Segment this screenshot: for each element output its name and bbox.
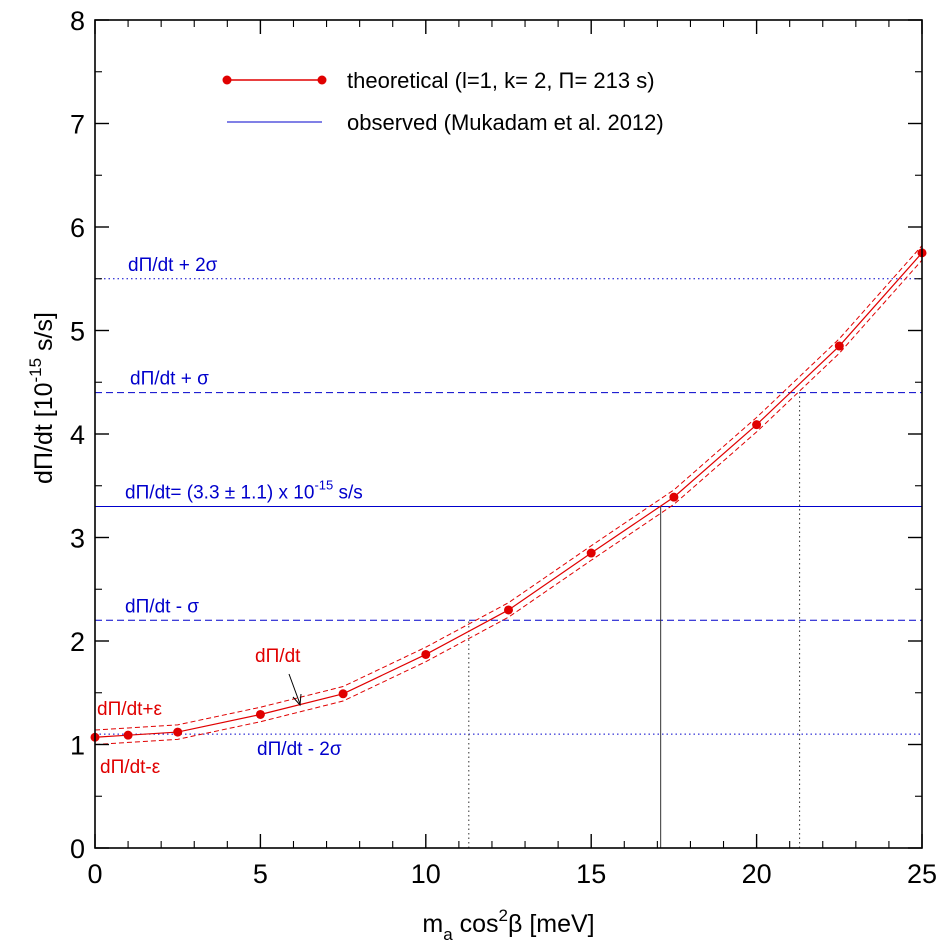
y-tick-label: 6 <box>70 213 85 243</box>
y-tick-label: 5 <box>70 317 85 347</box>
axis-ticks <box>94 19 923 849</box>
y-tick-label: 0 <box>70 834 85 864</box>
data-point <box>504 605 513 615</box>
tick-labels: 0 5 10 15 20 25 0 1 2 3 4 5 6 7 8 <box>70 6 937 889</box>
y-tick-label: 8 <box>70 6 85 36</box>
label-center-line: dΠ/dt <box>255 646 301 667</box>
label-band-lower: dΠ/dt-ε <box>100 757 161 778</box>
y-tick-label: 1 <box>70 731 85 761</box>
x-tick-label: 15 <box>576 859 606 889</box>
data-point <box>255 709 265 719</box>
error-band <box>94 245 923 745</box>
label-observed-value: dΠ/dt= (3.3 ± 1.1) x 10-15 s/s <box>125 477 363 503</box>
data-point <box>752 420 762 430</box>
x-tick-label: 25 <box>907 859 937 889</box>
data-point <box>586 548 596 558</box>
legend-theoretical-marker <box>317 75 327 85</box>
data-point <box>173 727 183 737</box>
data-point <box>123 730 133 740</box>
band-upper-line <box>94 245 923 731</box>
label-minus-2sigma: dΠ/dt - 2σ <box>257 739 342 760</box>
label-band-upper: dΠ/dt+ε <box>97 699 163 720</box>
annotation-arrowhead <box>292 693 302 707</box>
data-point <box>834 341 844 351</box>
x-tick-label: 0 <box>87 859 102 889</box>
annotation-arrow <box>288 673 301 705</box>
y-tick-label: 2 <box>70 627 85 657</box>
data-point <box>669 492 679 502</box>
data-point <box>338 689 348 699</box>
legend: theoretical (l=1, k= 2, Π= 213 s) observ… <box>222 68 664 135</box>
reference-lines <box>95 278 922 848</box>
band-lower-line <box>94 259 923 745</box>
x-tick-label: 5 <box>253 859 268 889</box>
label-plus-2sigma: dΠ/dt + 2σ <box>128 255 218 276</box>
theoretical-series <box>90 248 927 742</box>
legend-theoretical-label: theoretical (l=1, k= 2, Π= 213 s) <box>347 68 655 93</box>
x-tick-label: 10 <box>411 859 441 889</box>
legend-observed-label: observed (Mukadam et al. 2012) <box>347 110 664 135</box>
y-tick-label: 3 <box>70 524 85 554</box>
x-tick-label: 20 <box>742 859 772 889</box>
x-axis-label: ma cos2β [meV] <box>422 906 594 944</box>
observed-labels: dΠ/dt + 2σ dΠ/dt + σ dΠ/dt= (3.3 ± 1.1) … <box>125 255 363 760</box>
legend-theoretical-marker <box>222 75 232 85</box>
data-point <box>421 649 431 659</box>
label-minus-sigma: dΠ/dt - σ <box>125 596 199 617</box>
y-tick-label: 7 <box>70 110 85 140</box>
y-tick-label: 4 <box>70 420 85 450</box>
y-axis-label: dΠ/dt [10-15 s/s] <box>26 312 58 484</box>
series-line <box>94 252 923 738</box>
label-plus-sigma: dΠ/dt + σ <box>130 369 209 390</box>
